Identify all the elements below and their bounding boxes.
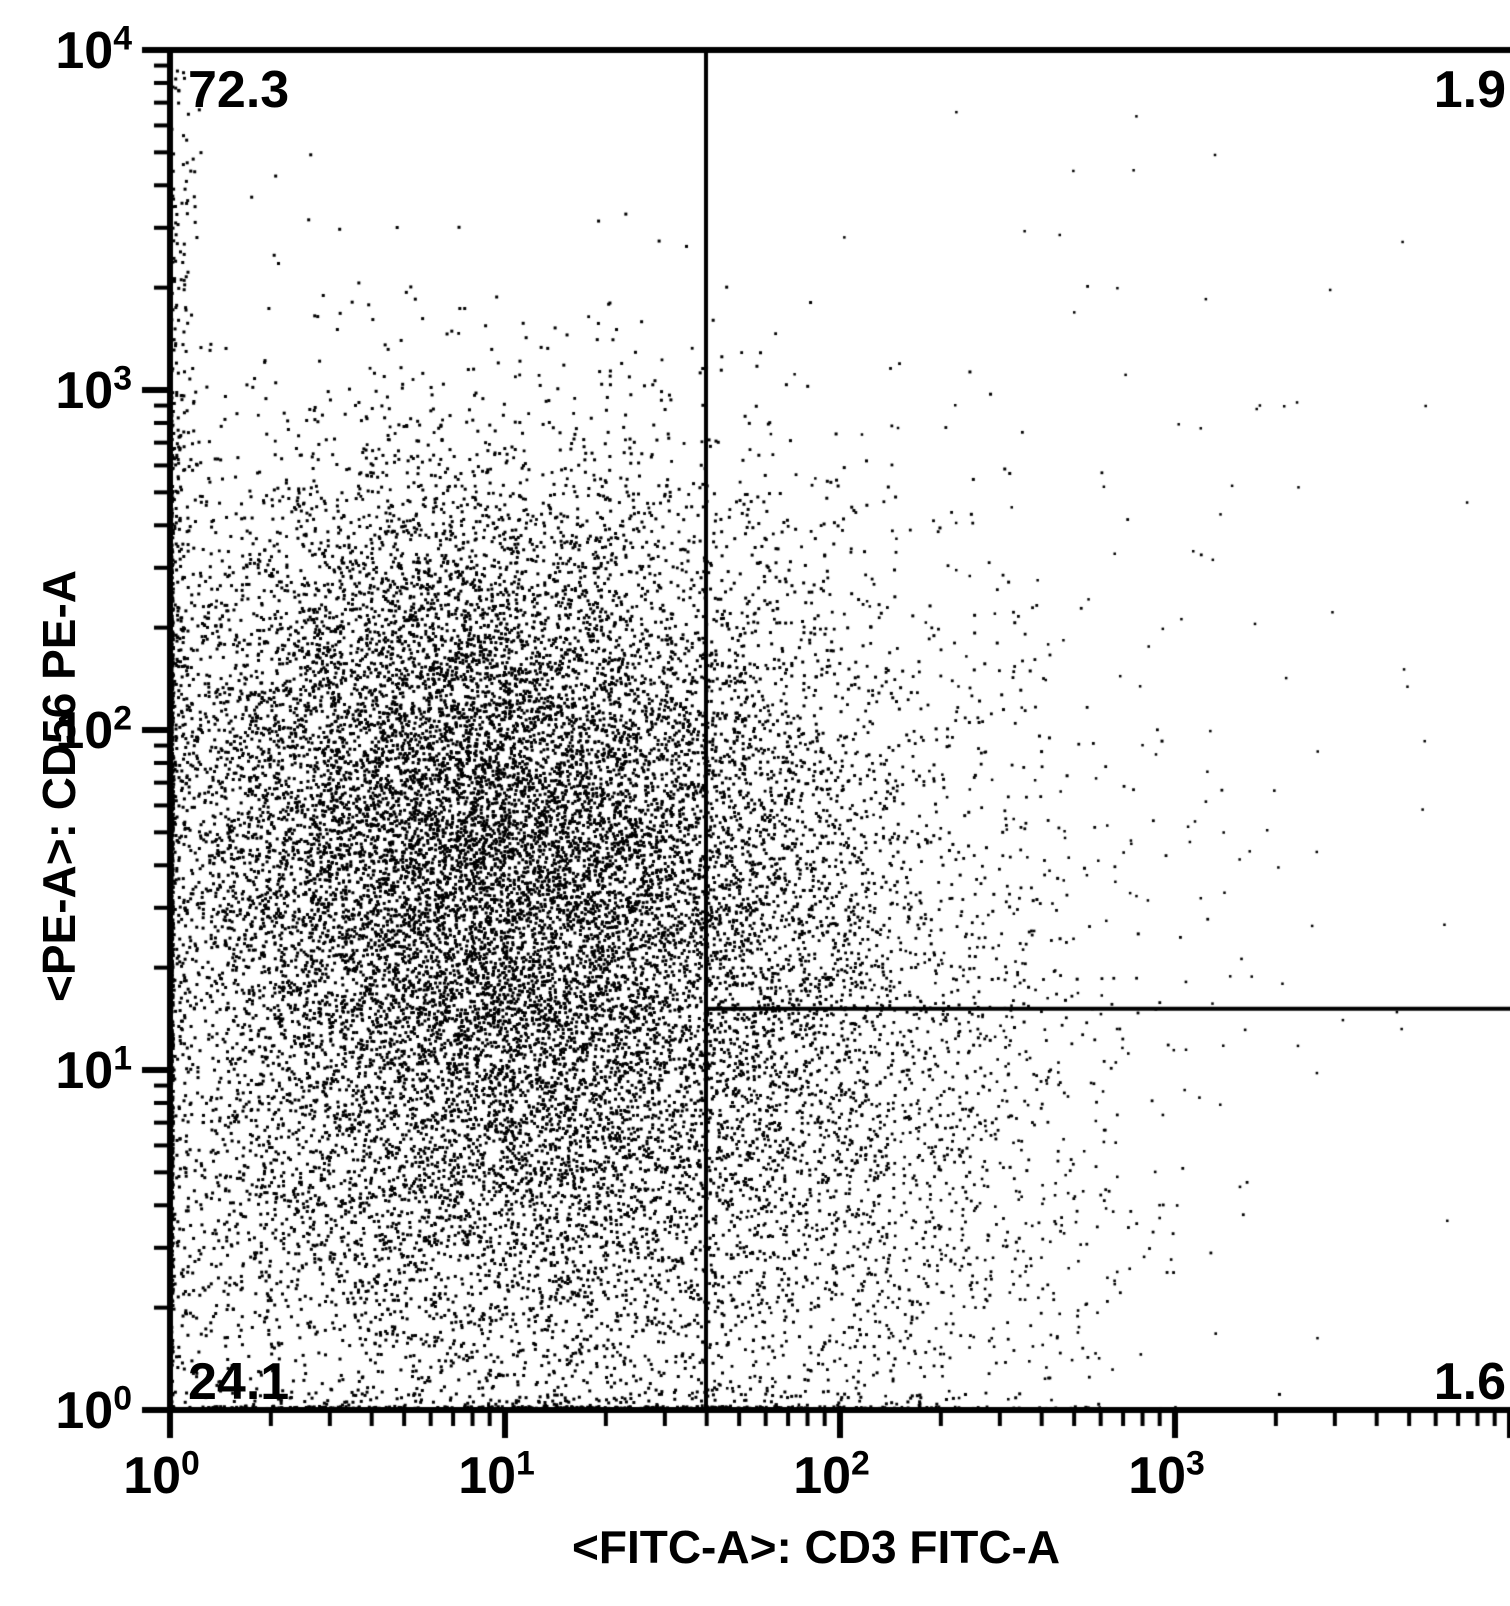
x-tick-0: 100 [123,1446,200,1506]
quadrant-label-q4: 1.6 [1434,1352,1506,1412]
quadrant-label-q2: 1.9 [1434,60,1506,120]
x-tick-1: 101 [458,1446,535,1506]
y-tick-0: 100 [55,1381,132,1441]
chart-container: <PE-A>: CD56 PE-A <FITC-A>: CD3 FITC-A 1… [0,0,1510,1606]
x-tick-3: 103 [1128,1446,1205,1506]
quadrant-label-q3: 24.1 [188,1352,289,1412]
y-tick-3: 103 [55,361,132,421]
y-axis-label: <PE-A>: CD56 PE-A [32,570,86,1002]
quadrant-label-q1: 72.3 [188,60,289,120]
x-tick-2: 102 [793,1446,870,1506]
y-tick-1: 101 [55,1041,132,1101]
x-axis-label: <FITC-A>: CD3 FITC-A [572,1520,1060,1574]
y-tick-2: 102 [55,701,132,761]
y-tick-4: 104 [55,21,132,81]
